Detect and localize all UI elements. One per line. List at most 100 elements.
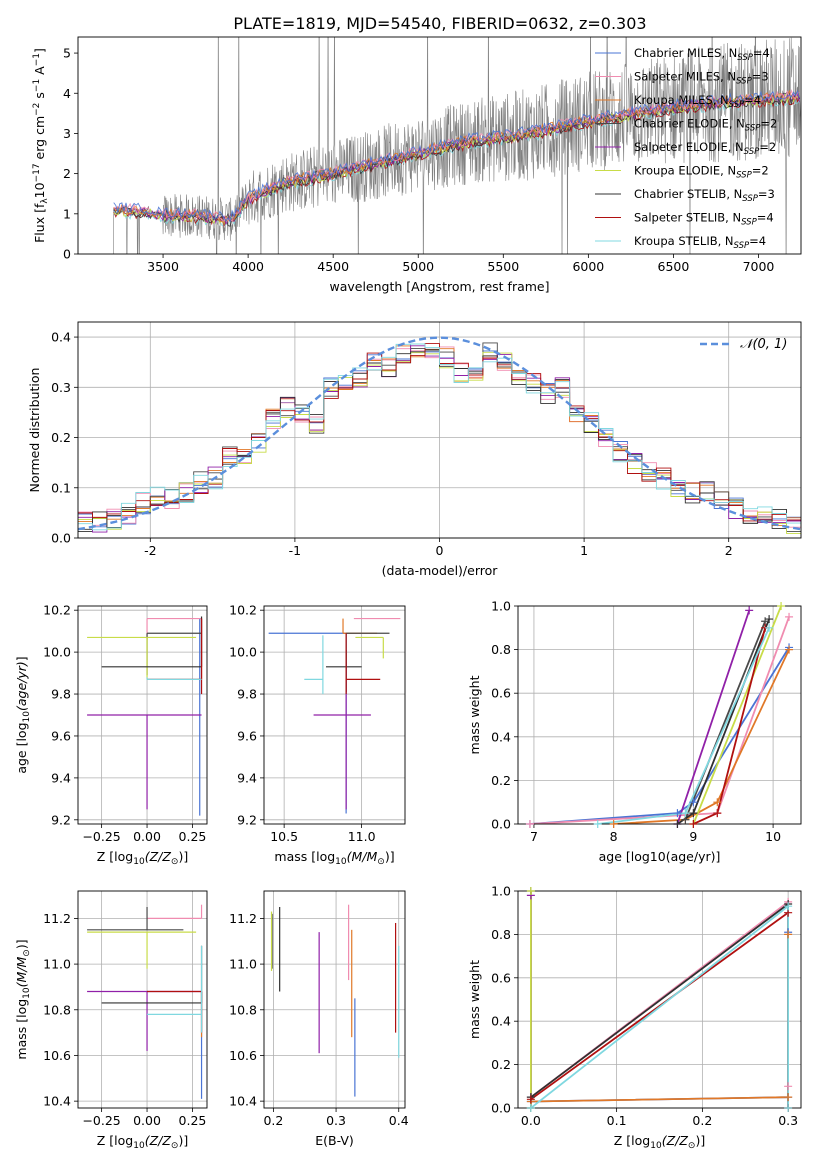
x-axis-label: Z [log10(Z/Z⊙)] [614,1133,705,1151]
x-tick-label: -1 [289,543,301,558]
y-tick-label: 0.4 [491,729,511,744]
y-tick-label: 0.2 [51,430,71,445]
weight-marker-black [765,615,774,624]
y-label-sup: −17 [32,163,42,182]
x-tick-label: 4000 [232,259,264,274]
legend-text: Salpeter ELODIE, N [634,140,744,154]
y-label-part: ] [32,48,47,53]
x-label-part: )] [178,1133,188,1148]
legend-label: Chabrier MILES, NSSP=4 [634,46,770,63]
x-tick-label: 0.00 [133,829,161,844]
x-tick-label: 10.5 [270,829,298,844]
y-label-sub: ⊙ [22,949,32,957]
x-label-part: (Z/Z [662,1133,689,1148]
y-tick-label: 0.3 [51,380,71,395]
weight-marker-black [673,820,682,828]
y-axis-label: mass [log10(M/M⊙)] [14,939,32,1059]
plot-area [530,891,789,1108]
legend-label: Salpeter ELODIE, NSSP=2 [634,140,776,157]
y-tick-label: 1 [63,206,71,221]
y-tick-label: 0.0 [51,531,71,546]
age-vs-metallicity-panel: −0.25 0.00 0.259.29.49.69.810.010.2Z [log1… [14,603,208,867]
x-axis-label: Z [log10(Z/Z⊙)] [97,849,188,867]
x-label-part: Z [log [614,1133,650,1148]
y-tick-label: 11.0 [229,957,257,972]
y-tick-label: 0.4 [51,330,71,345]
legend-text: =4 [744,93,761,107]
plot-area [270,904,400,1097]
y-tick-label: 4 [63,86,71,101]
weight-marker-cyan [784,902,793,911]
y-tick-label: 1.0 [491,599,511,614]
y-tick-label: 0.8 [491,642,511,657]
y-tick-label: 9.4 [51,770,71,785]
mass-vs-ebv-panel: 0.2 0.3 0.4 10.4 10.6 10.8 11.0 11.2 E(B-V) [229,890,409,1148]
y-tick-label: 9.2 [51,812,71,827]
legend-label: Salpeter STELIB, NSSP=4 [634,211,774,228]
legend-text: =2 [752,164,769,178]
x-label-sub: ⊙ [377,857,385,867]
legend-text: Chabrier MILES, N [634,46,737,60]
x-tick-label: −0.25 [82,829,120,844]
y-label-part: age [log [14,722,29,773]
x-label-part: )] [695,1133,705,1148]
weight-marker-orange [713,798,722,807]
residual-histogram-panel: -2 -1 0 1 2 0.0 0.1 0.2 0.3 0.4 (data-model)/error… [27,321,802,578]
weight-marker-cyan [593,820,602,828]
legend-text: Kroupa MILES, N [634,93,729,107]
axes-frame [517,605,802,825]
y-axis-label: mass weight [467,675,482,754]
legend-text: =2 [759,140,776,154]
y-tick-label: 10.8 [229,1002,257,1017]
x-label-part: Z [log [97,849,133,864]
weight-marker-cyan [765,623,774,632]
weight-line-orange [530,934,789,1103]
legend-label: Salpeter MILES, NSSP=3 [634,70,769,87]
x-tick-label: 3500 [147,259,179,274]
y-label-sup: −2 [32,103,42,116]
normal-curve [78,336,801,531]
x-tick-label: 1 [580,543,588,558]
legend-label: Kroupa ELODIE, NSSP=2 [634,164,769,181]
weight-marker-orange [785,645,794,654]
weight-marker-orange [784,1093,793,1102]
axes-frame [263,605,406,825]
x-tick-label: 11.0 [348,829,376,844]
legend-sub: SSP [745,124,761,134]
axes-frame [77,36,802,255]
x-label-part: (Z/Z [145,849,172,864]
legend-text: =3 [752,70,769,84]
legend-label: Chabrier STELIB, NSSP=3 [634,187,775,204]
legend-text: Chabrier ELODIE, N [634,117,745,131]
x-axis-label: E(B-V) [315,1133,354,1148]
y-tick-label: 10.4 [43,1094,71,1109]
y-label-sub: 10 [22,711,32,723]
y-label-part: s [32,92,47,103]
x-tick-label: −0.25 [82,1113,120,1128]
axes-frame [77,605,208,825]
y-tick-label: 0.8 [491,927,511,942]
y-tick-label: 0 [63,247,71,262]
x-tick-label: 6000 [572,259,604,274]
plot-area [78,336,801,534]
legend-text: =2 [760,117,777,131]
axes-frame [517,890,802,1109]
x-label-part: mass [log [274,849,335,864]
y-tick-label: 9.4 [237,770,257,785]
y-tick-label: 11.2 [43,911,71,926]
plot-area [529,606,790,824]
weight-marker-pink [784,1082,793,1091]
y-label-part: 10 [32,182,47,198]
observed-spectrum [113,37,801,254]
spectrum-panel: 3500 4000 4500 5000 5500 6000 6500 7000 0 1 2 3 4 5 wa… [32,36,802,294]
weight-marker-black [689,809,698,818]
y-tick-label: 2 [63,166,71,181]
weight-line-purple [676,610,751,824]
y-tick-label: 9.6 [237,728,257,743]
legend-sub: SSP [741,218,757,228]
weight-marker-cyan [681,809,690,818]
weight-line-blue [530,932,789,1103]
y-tick-label: 10.8 [43,1002,71,1017]
y-tick-label: 10.2 [43,603,71,618]
